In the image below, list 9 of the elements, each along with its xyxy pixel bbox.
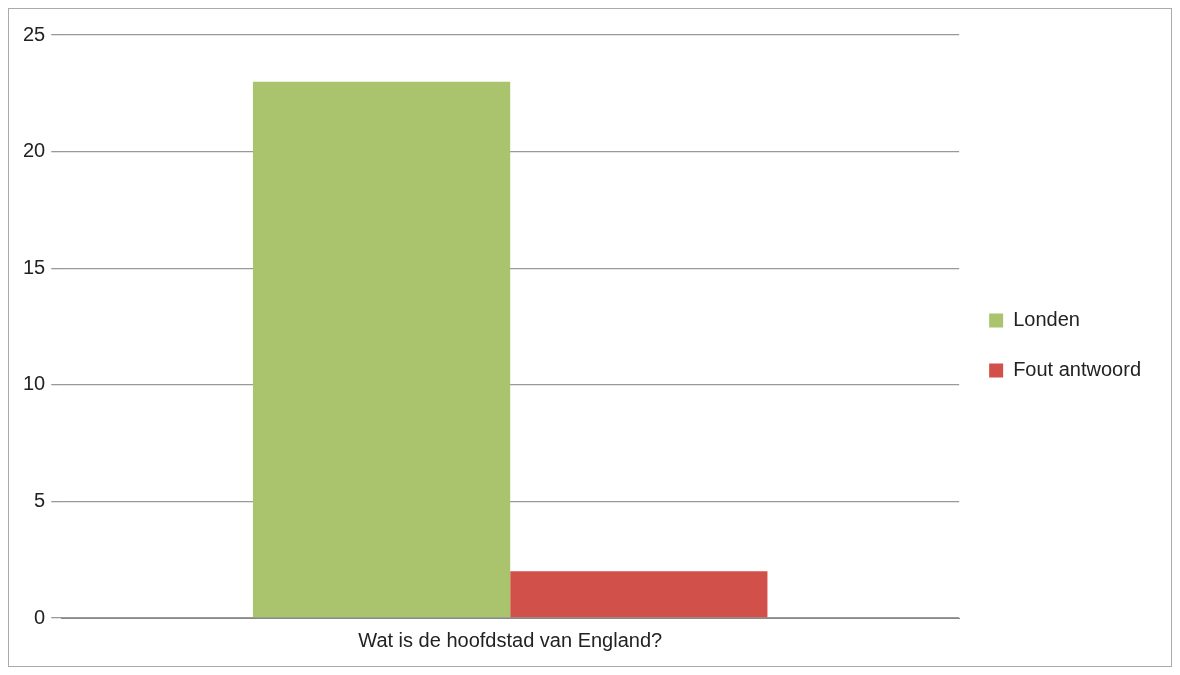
y-tick-label: 0 bbox=[34, 605, 46, 628]
y-tick-label: 15 bbox=[23, 255, 46, 278]
y-tick-label: 20 bbox=[23, 139, 46, 162]
legend-label: Londen bbox=[1013, 308, 1080, 331]
y-tick-label: 5 bbox=[34, 488, 46, 511]
y-tick-label: 25 bbox=[23, 22, 46, 45]
legend-label: Fout antwoord bbox=[1013, 358, 1142, 381]
y-tick-label: 10 bbox=[23, 372, 46, 395]
x-tick-label: Wat is de hoofdstad van England? bbox=[358, 628, 663, 651]
